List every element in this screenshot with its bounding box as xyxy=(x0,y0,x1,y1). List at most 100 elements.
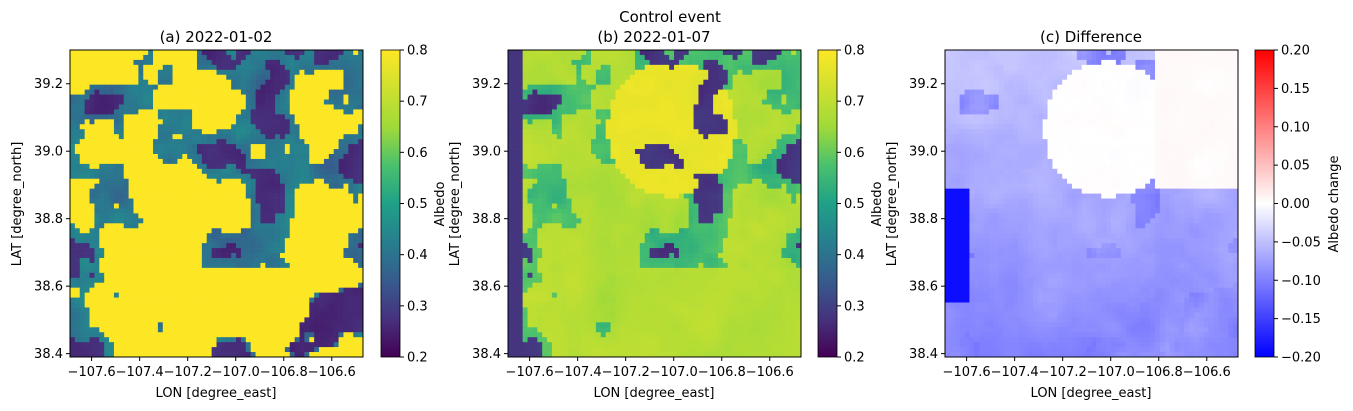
heatmap-cell xyxy=(226,99,232,105)
heatmap-cell xyxy=(187,84,193,90)
heatmap-cell xyxy=(255,342,261,348)
heatmap-cell xyxy=(625,134,631,140)
heatmap-cell xyxy=(70,213,76,219)
heatmap-cell xyxy=(659,109,665,115)
heatmap-cell xyxy=(279,173,286,180)
heatmap-cell xyxy=(118,79,125,86)
heatmap-cell xyxy=(796,79,802,86)
heatmap-cell xyxy=(192,79,198,86)
heatmap-cell xyxy=(343,208,349,214)
heatmap-cell xyxy=(279,297,286,303)
heatmap-cell xyxy=(74,79,81,86)
heatmap-cell xyxy=(206,124,212,130)
heatmap-cell xyxy=(211,302,217,308)
heatmap-cell xyxy=(109,134,115,140)
heatmap-cell xyxy=(187,332,193,338)
heatmap-cell xyxy=(70,203,76,209)
heatmap-cell xyxy=(353,153,359,160)
heatmap-cell xyxy=(786,119,792,125)
heatmap-cell xyxy=(581,69,587,76)
heatmap-cell xyxy=(353,183,359,189)
heatmap-cell xyxy=(512,129,519,135)
heatmap-cell xyxy=(70,139,76,145)
heatmap-cell xyxy=(323,277,330,284)
heatmap-cell xyxy=(693,89,699,95)
heatmap-cell xyxy=(683,84,690,90)
heatmap-cell xyxy=(172,198,178,204)
heatmap-cell xyxy=(551,109,558,115)
heatmap-cell xyxy=(279,277,286,284)
heatmap-cell xyxy=(260,183,266,189)
heatmap-cell xyxy=(512,149,519,155)
heatmap-cell xyxy=(289,163,295,170)
heatmap-cell xyxy=(566,54,572,61)
heatmap-cell xyxy=(284,74,291,81)
heatmap-cell xyxy=(216,114,222,120)
heatmap-cell xyxy=(270,312,276,318)
heatmap-cell xyxy=(294,302,300,308)
heatmap-cell xyxy=(610,69,616,76)
heatmap-cell xyxy=(270,168,276,175)
heatmap-cell xyxy=(353,188,359,194)
heatmap-cell xyxy=(566,144,572,150)
heatmap-cell xyxy=(649,79,655,86)
heatmap-cell xyxy=(333,193,339,199)
heatmap-cell xyxy=(196,312,203,318)
heatmap-cell xyxy=(206,114,212,120)
heatmap-cell xyxy=(94,257,100,264)
heatmap-cell xyxy=(634,94,641,100)
heatmap-cell xyxy=(192,352,198,358)
heatmap-cell xyxy=(99,238,105,244)
heatmap-cell xyxy=(104,302,110,308)
heatmap-cell xyxy=(177,188,183,194)
heatmap-cell xyxy=(625,94,631,100)
heatmap-cell xyxy=(561,139,567,145)
heatmap-cell xyxy=(240,134,247,140)
heatmap-cell xyxy=(698,119,704,125)
heatmap-cell xyxy=(747,54,753,61)
heatmap-cell xyxy=(113,178,120,185)
heatmap-cell xyxy=(236,228,242,234)
heatmap-cell xyxy=(196,198,203,204)
heatmap-cell xyxy=(236,337,242,343)
heatmap-cell xyxy=(240,168,247,175)
heatmap-cell xyxy=(722,104,729,110)
heatmap-cell xyxy=(79,183,85,189)
heatmap-cell xyxy=(766,54,773,61)
heatmap-cell xyxy=(275,233,281,239)
heatmap-cell xyxy=(309,342,315,348)
heatmap-cell xyxy=(353,233,359,239)
heatmap-cell xyxy=(255,59,261,66)
heatmap-cell xyxy=(74,208,81,214)
heatmap-cell xyxy=(245,99,252,105)
heatmap-cell xyxy=(600,114,607,120)
heatmap-cell xyxy=(270,272,276,279)
heatmap-cell xyxy=(294,99,300,105)
heatmap-cell xyxy=(309,272,315,279)
heatmap-cell xyxy=(358,337,364,343)
heatmap-cell xyxy=(644,89,650,95)
heatmap-cell xyxy=(270,193,276,199)
heatmap-cell xyxy=(211,337,217,343)
heatmap-cell xyxy=(206,50,212,56)
heatmap-cell xyxy=(323,129,330,135)
heatmap-cell xyxy=(70,218,76,224)
heatmap-cell xyxy=(678,114,685,120)
heatmap-cell xyxy=(527,94,533,100)
heatmap-cell xyxy=(216,228,222,234)
heatmap-cell xyxy=(314,287,320,293)
heatmap-cell xyxy=(128,213,134,219)
heatmap-cell xyxy=(610,54,616,61)
heatmap-cell xyxy=(309,163,315,170)
heatmap-cell xyxy=(781,104,787,110)
heatmap-cell xyxy=(138,134,144,140)
heatmap-cell xyxy=(299,59,305,66)
heatmap-cell xyxy=(304,213,310,219)
heatmap-cell xyxy=(109,213,115,219)
heatmap-cell xyxy=(776,139,782,145)
heatmap-cell xyxy=(279,153,286,160)
heatmap-cell xyxy=(294,84,300,90)
heatmap-cell xyxy=(138,79,144,86)
heatmap-cell xyxy=(250,188,256,194)
heatmap-cell xyxy=(279,183,286,189)
